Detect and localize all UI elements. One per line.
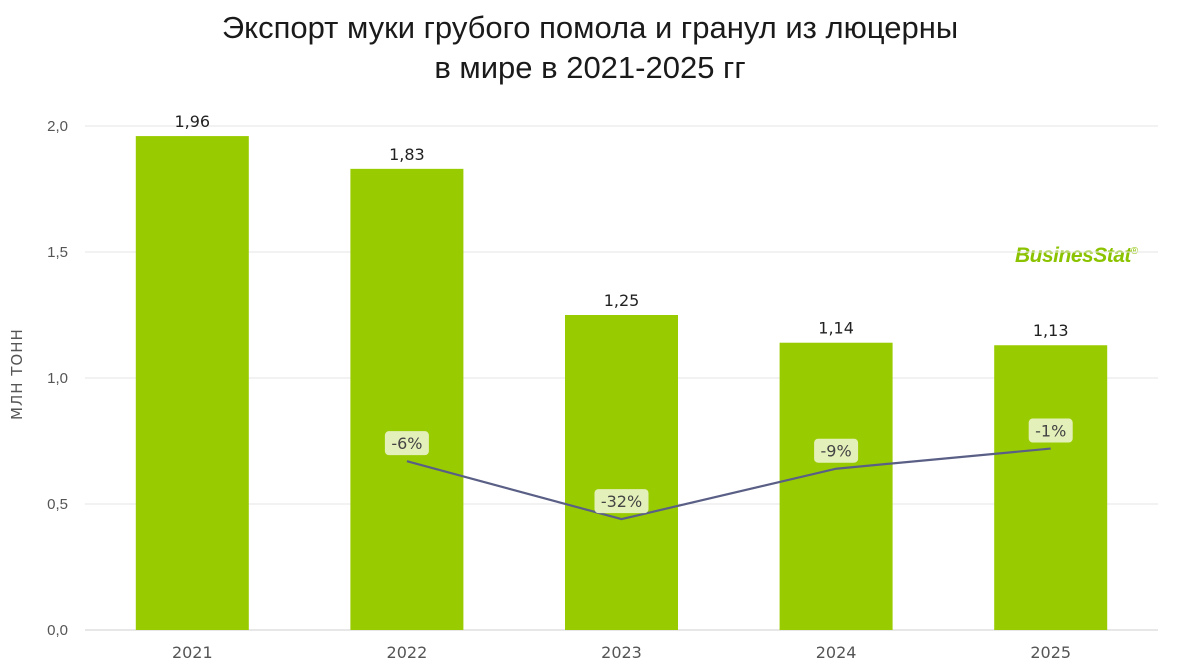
x-tick-label: 2022 [387,643,428,662]
title-line-1: Экспорт муки грубого помола и гранул из … [221,10,959,45]
bar-value-label: 1,14 [818,319,854,338]
growth-label-box [594,489,649,514]
brand-name: BusinesStat [1015,244,1131,267]
bar-value-label: 1,96 [174,112,210,131]
growth-label: -6% [391,434,422,453]
bar [779,342,893,630]
x-tick-label: 2025 [1030,643,1071,662]
y-tick-label: 1,0 [47,370,68,387]
y-axis-ticks: 0,0 0,5 1,0 1,5 2,0 [47,118,68,639]
bar [994,345,1108,630]
x-tick-label: 2021 [172,643,213,662]
bar [135,136,249,630]
y-tick-label: 2,0 [47,118,68,135]
title-line-2: в мире в 2021-2025 гг [434,50,746,85]
growth-label: -32% [601,492,642,511]
x-axis-ticks: 2021 2022 2023 2024 2025 [172,643,1071,662]
growth-label-box [1028,418,1073,443]
y-tick-label: 1,5 [47,244,68,261]
value-labels: 1,96 1,83 1,25 1,14 1,13 [174,112,1068,340]
y-tick-label: 0,0 [47,622,68,639]
bar [350,168,464,630]
chart-title: Экспорт муки грубого помола и гранул из … [0,8,1180,88]
x-tick-label: 2024 [816,643,857,662]
growth-label-box [814,438,859,463]
bar-value-label: 1,83 [389,145,425,164]
bar-value-label: 1,13 [1033,321,1069,340]
growth-label-box [384,431,429,456]
bars [135,136,1108,630]
growth-line [406,447,1051,521]
y-tick-label: 0,5 [47,496,68,513]
bar-value-label: 1,25 [604,291,640,310]
growth-label: -9% [821,442,852,461]
growth-line-group: -6% -32% -9% -1% [384,418,1073,521]
bar [565,315,678,630]
x-tick-label: 2023 [601,643,642,662]
growth-label: -1% [1035,422,1066,441]
